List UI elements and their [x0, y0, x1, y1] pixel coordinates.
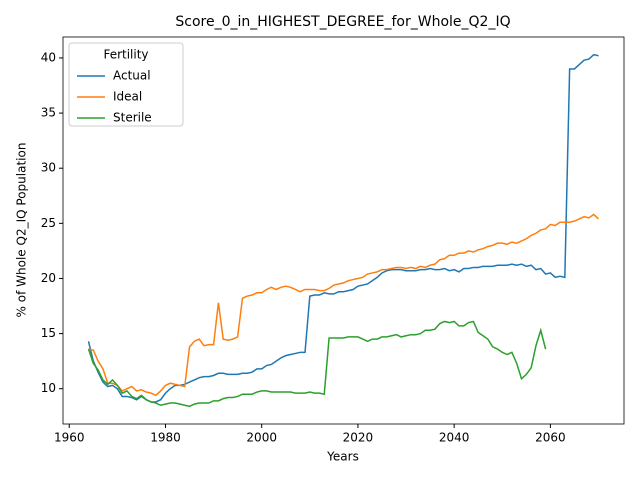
plot-frame — [62, 36, 625, 425]
chart-title: Score_0_in_HIGHEST_DEGREE_for_Whole_Q2_I… — [175, 14, 510, 30]
x-tick-label: 1960 — [54, 431, 85, 445]
x-tick-label: 2060 — [535, 431, 566, 445]
legend-label: Ideal — [113, 90, 142, 104]
y-tick-label: 30 — [41, 161, 56, 175]
x-tick-label: 2040 — [439, 431, 470, 445]
line-series — [87, 53, 599, 403]
y-axis-label: % of Whole Q2_IQ Population — [15, 143, 29, 318]
legend-box — [68, 42, 184, 127]
x-axis-label: Years — [326, 450, 359, 464]
legend: Fertility Actual Ideal Sterile — [68, 42, 184, 127]
line-series — [87, 320, 547, 408]
x-tick-label: 2020 — [343, 431, 374, 445]
y-tick-label: 20 — [41, 271, 56, 285]
y-tick-label: 15 — [41, 326, 56, 340]
x-tick-label: 2000 — [246, 431, 277, 445]
y-tick-label: 40 — [41, 50, 56, 64]
y-tick-label: 10 — [41, 381, 56, 395]
line-series — [88, 213, 600, 397]
y-tick-label: 35 — [41, 106, 56, 120]
y-tick-label: 25 — [41, 216, 56, 230]
legend-label: Actual — [113, 69, 151, 83]
legend-title: Fertility — [103, 48, 148, 62]
x-tick-label: 1980 — [150, 431, 181, 445]
legend-label: Sterile — [113, 111, 152, 125]
